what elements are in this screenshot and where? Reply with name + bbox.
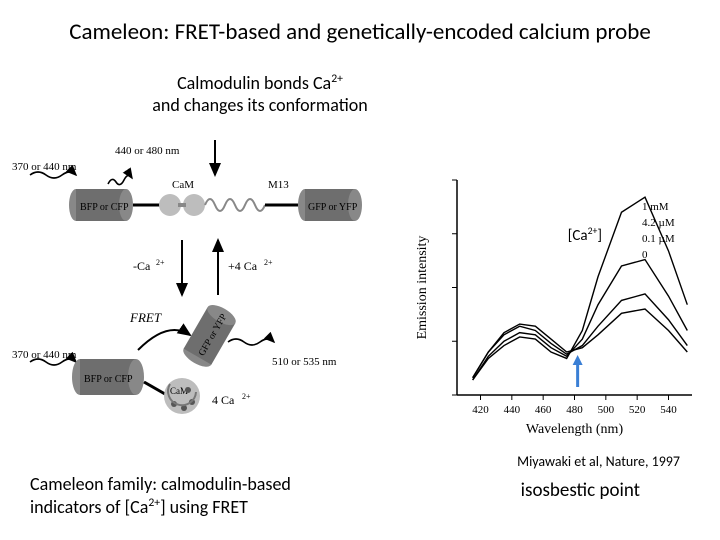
svg-text:CaM: CaM — [172, 179, 194, 191]
svg-text:4 Ca: 4 Ca — [212, 393, 235, 407]
wl-right-top: 440 or 480 nm — [115, 145, 180, 157]
svg-text:Wavelength (nm): Wavelength (nm) — [526, 422, 624, 437]
wl-left-top: 370 or 440 nm — [12, 161, 77, 173]
bfp-cfp-cylinder: BFP or CFP — [69, 189, 133, 221]
svg-text:M13: M13 — [268, 179, 289, 191]
svg-text:510 or 535 nm: 510 or 535 nm — [272, 356, 337, 368]
svg-text:480: 480 — [566, 404, 583, 416]
ca-concentration-label: [Ca2+] — [568, 225, 602, 245]
svg-text:2+: 2+ — [156, 258, 165, 267]
svg-text:+4 Ca: +4 Ca — [228, 259, 258, 273]
fret-diagram: 370 or 440 nm 440 or 480 nm BFP or CFP C… — [10, 140, 410, 430]
svg-text:FRET: FRET — [129, 310, 162, 325]
svg-text:520: 520 — [629, 404, 646, 416]
svg-text:GFP or YFP: GFP or YFP — [308, 202, 358, 213]
svg-text:440: 440 — [504, 404, 521, 416]
svg-text:-Ca: -Ca — [133, 259, 151, 273]
svg-text:BFP or CFP: BFP or CFP — [84, 374, 133, 385]
emission-chart: 420 440 460 480 500 520 540 Wavelength (nm) Emis… — [412, 170, 702, 440]
svg-text:Emission intensity: Emission intensity — [415, 236, 430, 340]
slide-title: Cameleon: FRET-based and genetically-enc… — [0, 0, 720, 46]
subtitle-line2: and changes its conformation — [152, 94, 367, 116]
subtitle: Calmodulin bonds Ca2+ and changes its co… — [130, 72, 390, 116]
caption-left: Cameleon family: calmodulin-based indica… — [30, 473, 360, 518]
citation: Miyawaki et al, Nature, 1997 — [517, 453, 680, 470]
svg-text:460: 460 — [535, 404, 552, 416]
svg-text:BFP or CFP: BFP or CFP — [80, 202, 129, 213]
svg-text:4.2 µM: 4.2 µM — [642, 217, 675, 229]
subtitle-sup: 2+ — [331, 72, 343, 86]
svg-text:1 mM: 1 mM — [642, 201, 669, 213]
svg-text:500: 500 — [598, 404, 615, 416]
isosbestic-label: isosbestic point — [521, 479, 640, 502]
svg-text:0: 0 — [642, 249, 648, 261]
svg-text:2+: 2+ — [264, 258, 273, 267]
svg-text:0.1 µM: 0.1 µM — [642, 233, 675, 245]
subtitle-line1: Calmodulin bonds Ca — [177, 72, 331, 94]
gfp-yfp-cylinder: GFP or YFP — [298, 189, 362, 221]
svg-text:540: 540 — [660, 404, 677, 416]
svg-text:420: 420 — [472, 404, 489, 416]
svg-text:2+: 2+ — [242, 392, 251, 401]
